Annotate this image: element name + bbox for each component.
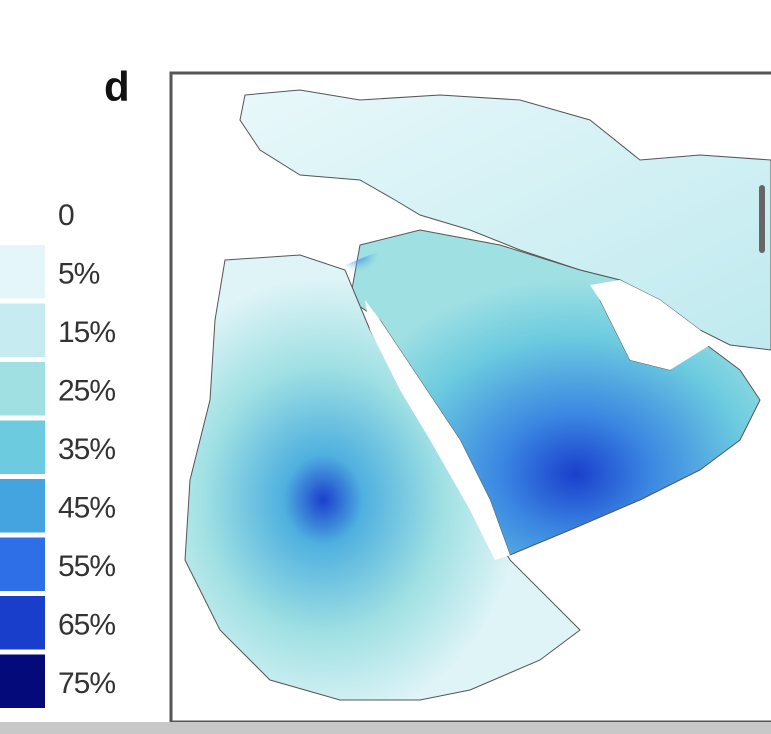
legend-swatch — [0, 537, 45, 591]
legend-label: 5% — [58, 257, 100, 290]
legend-label: 15% — [58, 316, 115, 349]
legend-swatch — [0, 245, 45, 299]
legend-label: 0 — [58, 199, 74, 232]
legend-swatch — [0, 303, 45, 357]
legend-swatch — [0, 596, 45, 650]
bottom-bar — [0, 722, 771, 734]
legend: 0 5% 15% 25% 35% 45% 55% 65% 75% — [0, 199, 116, 708]
red-sea — [365, 300, 510, 560]
panel-label: d — [104, 63, 130, 110]
legend-label: 75% — [58, 667, 115, 700]
legend-swatch — [0, 654, 45, 708]
legend-swatch — [0, 420, 45, 474]
legend-swatch — [0, 362, 45, 416]
scrollbar[interactable] — [759, 185, 765, 253]
gulf — [590, 280, 710, 370]
hotspot — [345, 235, 430, 310]
legend-label: 25% — [58, 374, 115, 407]
legend-label: 35% — [58, 433, 115, 466]
legend-label: 65% — [58, 608, 115, 641]
legend-label: 55% — [58, 550, 115, 583]
legend-swatch — [0, 479, 45, 533]
map — [184, 89, 771, 701]
legend-label: 45% — [58, 491, 115, 524]
